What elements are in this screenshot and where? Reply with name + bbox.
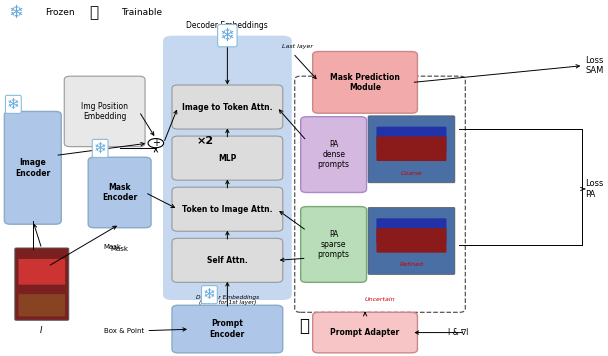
FancyBboxPatch shape xyxy=(313,52,418,113)
FancyBboxPatch shape xyxy=(368,116,455,183)
Text: Image to Token Attn.: Image to Token Attn. xyxy=(182,103,272,111)
FancyBboxPatch shape xyxy=(376,136,446,161)
Text: ❄: ❄ xyxy=(220,27,235,44)
Text: Prompt Adapter: Prompt Adapter xyxy=(330,328,399,337)
FancyBboxPatch shape xyxy=(301,117,367,193)
FancyBboxPatch shape xyxy=(368,208,455,274)
Text: +: + xyxy=(152,138,160,148)
Text: PA
dense
prompts: PA dense prompts xyxy=(317,140,350,169)
FancyBboxPatch shape xyxy=(18,294,65,316)
Text: Token to Image Attn.: Token to Image Attn. xyxy=(182,205,272,214)
Text: Loss
SAM: Loss SAM xyxy=(585,56,603,75)
FancyBboxPatch shape xyxy=(172,187,283,231)
Text: 🔥: 🔥 xyxy=(89,5,98,20)
FancyBboxPatch shape xyxy=(376,127,446,151)
FancyBboxPatch shape xyxy=(172,85,283,129)
Text: 🔥: 🔥 xyxy=(299,316,309,335)
Text: Trainable: Trainable xyxy=(121,8,162,17)
Text: Uncertain: Uncertain xyxy=(365,298,395,303)
Text: Mask: Mask xyxy=(111,246,129,252)
FancyBboxPatch shape xyxy=(15,248,69,320)
FancyBboxPatch shape xyxy=(64,76,145,147)
Text: ❄: ❄ xyxy=(94,141,106,156)
Text: Mask: Mask xyxy=(103,244,121,250)
Text: Refined: Refined xyxy=(399,262,424,267)
Text: Frozen: Frozen xyxy=(45,8,75,17)
Text: Prompt
Encoder: Prompt Encoder xyxy=(210,319,245,339)
FancyBboxPatch shape xyxy=(376,228,446,253)
FancyBboxPatch shape xyxy=(4,111,61,224)
Text: Last layer: Last layer xyxy=(282,44,313,49)
Text: Img Position
Embedding: Img Position Embedding xyxy=(81,102,128,121)
Text: ❄: ❄ xyxy=(9,4,24,22)
Text: Decoder Embeddings: Decoder Embeddings xyxy=(187,21,268,30)
FancyBboxPatch shape xyxy=(172,238,283,282)
Text: Mask
Encoder: Mask Encoder xyxy=(102,183,137,202)
FancyBboxPatch shape xyxy=(88,157,151,228)
Text: Image
Encoder: Image Encoder xyxy=(15,158,50,178)
FancyBboxPatch shape xyxy=(301,206,367,282)
FancyBboxPatch shape xyxy=(376,218,446,243)
Text: Mask Prediction
Module: Mask Prediction Module xyxy=(330,73,400,92)
Text: Loss
PA: Loss PA xyxy=(585,179,603,199)
Text: ❄: ❄ xyxy=(203,287,216,302)
FancyBboxPatch shape xyxy=(172,305,283,353)
Text: MLP: MLP xyxy=(218,154,237,163)
Text: ×2: ×2 xyxy=(196,136,213,146)
FancyBboxPatch shape xyxy=(313,312,418,353)
Circle shape xyxy=(148,138,164,148)
Text: Self Attn.: Self Attn. xyxy=(207,256,247,265)
FancyBboxPatch shape xyxy=(172,136,283,180)
Text: I: I xyxy=(40,326,43,335)
Text: I & ∇I: I & ∇I xyxy=(448,328,468,337)
Text: ❄: ❄ xyxy=(7,97,19,112)
Text: Box & Point: Box & Point xyxy=(103,328,144,334)
Text: Decoder Embeddings
(None for 1st layer): Decoder Embeddings (None for 1st layer) xyxy=(196,294,259,305)
FancyBboxPatch shape xyxy=(18,259,65,285)
Text: Coarse: Coarse xyxy=(401,171,423,176)
Text: PA
sparse
prompts: PA sparse prompts xyxy=(317,230,350,260)
FancyBboxPatch shape xyxy=(163,36,292,300)
